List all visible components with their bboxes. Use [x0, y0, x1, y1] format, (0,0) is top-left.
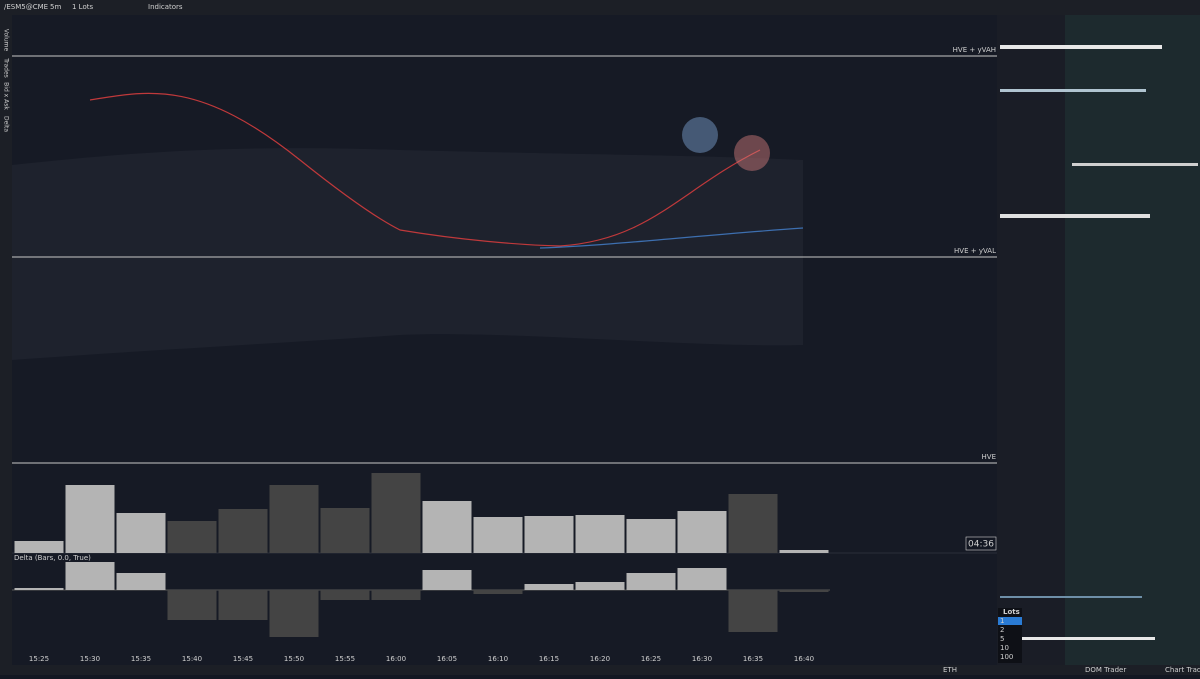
- x-tick-label: 15:50: [284, 655, 304, 663]
- delta-title: Delta (Bars, 0.0, True): [14, 554, 91, 562]
- indicators-button[interactable]: Indicators: [148, 3, 183, 11]
- x-tick-label: 16:10: [488, 655, 508, 663]
- bar: [14, 541, 64, 553]
- dom-level: [1000, 89, 1146, 92]
- x-tick-label: 16:40: [794, 655, 814, 663]
- x-tick-label: 16:30: [692, 655, 712, 663]
- dom-level: [1000, 637, 1155, 640]
- level-label: HVE: [982, 453, 996, 461]
- bubble: [682, 117, 718, 153]
- x-tick-label: 16:35: [743, 655, 763, 663]
- bar: [728, 590, 778, 632]
- x-tick-label: 16:00: [386, 655, 406, 663]
- bar: [575, 582, 625, 590]
- x-tick-label: 15:55: [335, 655, 355, 663]
- lots-option[interactable]: 2: [1000, 626, 1004, 634]
- symbol[interactable]: /ESM5@CME: [4, 3, 48, 11]
- bar: [320, 508, 370, 553]
- vwap-line: [89, 92, 761, 247]
- x-tick-label: 15:30: [80, 655, 100, 663]
- x-tick-label: 16:15: [539, 655, 559, 663]
- tab[interactable]: DOM Trader: [1085, 666, 1126, 674]
- timer: 04:36: [968, 540, 994, 550]
- bar: [116, 513, 166, 553]
- blue-line: [539, 227, 804, 249]
- lots-option[interactable]: 1: [1000, 617, 1004, 625]
- bar: [371, 473, 421, 553]
- bottom-bar: [0, 665, 1200, 675]
- bar: [779, 550, 829, 553]
- x-tick-label: 15:45: [233, 655, 253, 663]
- bar: [320, 590, 370, 600]
- bar: [218, 509, 268, 553]
- bar: [728, 494, 778, 553]
- dom-level: [1000, 214, 1150, 218]
- level-label: HVE + yVAH: [953, 46, 996, 54]
- bar: [116, 573, 166, 590]
- bar: [14, 588, 64, 590]
- lots-option[interactable]: 10: [1000, 644, 1009, 652]
- bar: [473, 590, 523, 594]
- lots-button[interactable]: 1 Lots: [72, 3, 93, 11]
- toolbar: [0, 0, 1200, 15]
- bar: [269, 485, 319, 553]
- bar: [422, 501, 472, 553]
- x-tick-label: 16:05: [437, 655, 457, 663]
- bar: [575, 515, 625, 553]
- bar: [677, 568, 727, 590]
- value-band: [12, 148, 803, 360]
- bar: [626, 519, 676, 553]
- bar: [677, 511, 727, 553]
- timeframe[interactable]: 5m: [50, 3, 61, 11]
- lots-title: Lots: [1003, 608, 1020, 616]
- bar: [524, 584, 574, 590]
- dom-volume-column: [1065, 15, 1200, 665]
- dom-level: [1000, 45, 1162, 49]
- bar: [269, 590, 319, 637]
- bar: [626, 573, 676, 590]
- dom-level: [1000, 596, 1142, 598]
- tab[interactable]: Chart Trader: [1165, 666, 1200, 674]
- bar: [167, 521, 217, 553]
- dom-level: [1072, 163, 1198, 166]
- bar: [218, 590, 268, 620]
- x-tick-label: 15:40: [182, 655, 202, 663]
- bubble: [734, 135, 770, 171]
- bar: [524, 516, 574, 553]
- bar: [473, 517, 523, 553]
- level-label: HVE + yVAL: [954, 247, 996, 255]
- sidebar-label[interactable]: Trades: [3, 57, 10, 78]
- sidebar: [0, 15, 12, 665]
- bar: [167, 590, 217, 620]
- lots-option[interactable]: 100: [1000, 653, 1013, 661]
- sidebar-label[interactable]: Bid x Ask: [3, 82, 10, 110]
- lots-selected: [998, 617, 1022, 625]
- timer-box: [965, 536, 997, 551]
- bar: [779, 590, 829, 592]
- bar: [422, 570, 472, 590]
- bar: [65, 562, 115, 590]
- lots-option[interactable]: 5: [1000, 635, 1004, 643]
- x-tick-label: 15:25: [29, 655, 49, 663]
- sidebar-label[interactable]: Volume: [3, 29, 10, 52]
- x-tick-label: 16:25: [641, 655, 661, 663]
- x-tick-label: 15:35: [131, 655, 151, 663]
- sidebar-label[interactable]: Delta: [3, 116, 10, 132]
- session[interactable]: ETH: [943, 666, 957, 674]
- bar: [371, 590, 421, 600]
- bar: [65, 485, 115, 553]
- x-tick-label: 16:20: [590, 655, 610, 663]
